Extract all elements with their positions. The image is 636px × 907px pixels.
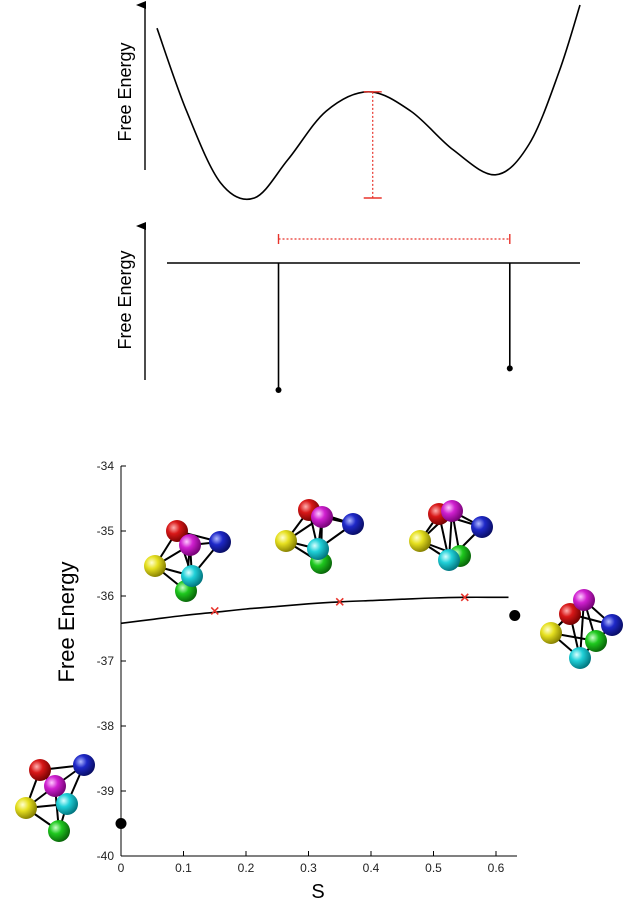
minimum-point — [509, 610, 521, 621]
double-well-curve — [156, 4, 581, 201]
atom-magenta — [573, 589, 595, 611]
bottom-ylabel: Free Energy — [54, 561, 79, 682]
x-tick-label: 0.4 — [363, 861, 380, 875]
cluster-left-minimum — [15, 754, 95, 842]
atom-yellow — [144, 555, 166, 577]
atom-blue — [601, 614, 623, 636]
panel-top-ylabel: Free Energy — [115, 42, 135, 141]
atom-red — [29, 759, 51, 781]
atom-green — [48, 820, 70, 842]
y-tick-label: -40 — [97, 849, 115, 863]
atom-red — [166, 520, 188, 542]
y-tick-label: -37 — [97, 654, 115, 668]
atom-yellow — [409, 530, 431, 552]
atom-yellow — [15, 797, 37, 819]
x-tick-label: 0.3 — [300, 861, 317, 875]
x-tick-label: 0.1 — [175, 861, 192, 875]
image-marker — [335, 597, 344, 606]
image-marker — [210, 606, 219, 616]
minimum-point — [115, 818, 127, 829]
panel-bottom-free-energy-vs-s: -34 -35 -36 -37 -38 -39 -40 0 0.1 0.2 0.3 0.4 0.5 0.… — [54, 459, 521, 903]
atom-blue — [73, 754, 95, 776]
cluster-illustrations — [15, 499, 623, 842]
atom-cyan — [569, 647, 591, 669]
atom-blue — [471, 516, 493, 538]
path-image-markers — [210, 593, 469, 616]
y-tick-label: -39 — [97, 784, 115, 798]
x-tick-label: 0.2 — [238, 861, 255, 875]
bottom-xlabel: S — [311, 881, 324, 903]
path-free-energy-curve — [120, 596, 509, 625]
cluster-image-1 — [144, 520, 231, 602]
y-ticks: -34 -35 -36 -37 -38 -39 -40 — [97, 459, 126, 863]
atom-blue — [209, 531, 231, 553]
y-tick-label: -38 — [97, 719, 115, 733]
image-marker — [460, 593, 469, 602]
atom-cyan — [181, 565, 203, 587]
cluster-image-3 — [409, 500, 493, 571]
y-tick-label: -35 — [97, 524, 115, 538]
atom-yellow — [540, 622, 562, 644]
atom-green — [585, 630, 607, 652]
panel-middle-discrete-states: Free Energy — [115, 222, 580, 393]
x-ticks: 0 0.1 0.2 0.3 0.4 0.5 0.6 — [118, 851, 505, 875]
y-tick-label: -36 — [97, 589, 115, 603]
cluster-image-2 — [275, 499, 364, 574]
atom-red — [559, 603, 581, 625]
state-point — [506, 365, 513, 372]
barrier-height-marker — [363, 91, 382, 199]
atom-magenta — [179, 534, 201, 556]
atom-cyan — [307, 538, 329, 560]
x-tick-label: 0 — [118, 861, 125, 875]
y-tick-label: -34 — [97, 459, 115, 473]
cluster-right-minimum — [540, 589, 623, 669]
distance-marker — [277, 234, 511, 244]
minimum-points — [115, 610, 521, 829]
atom-yellow — [275, 530, 297, 552]
atom-magenta — [44, 775, 66, 797]
atom-magenta — [311, 506, 333, 528]
x-tick-label: 0.6 — [488, 861, 505, 875]
state-stems — [275, 263, 513, 393]
state-point — [275, 387, 282, 393]
atom-cyan — [56, 793, 78, 815]
atom-blue — [342, 513, 364, 535]
panel-middle-ylabel: Free Energy — [115, 250, 135, 349]
panel-top-double-well: Free Energy — [115, 1, 581, 201]
atom-magenta — [441, 500, 463, 522]
x-tick-label: 0.5 — [425, 861, 442, 875]
atom-cyan — [438, 549, 460, 571]
